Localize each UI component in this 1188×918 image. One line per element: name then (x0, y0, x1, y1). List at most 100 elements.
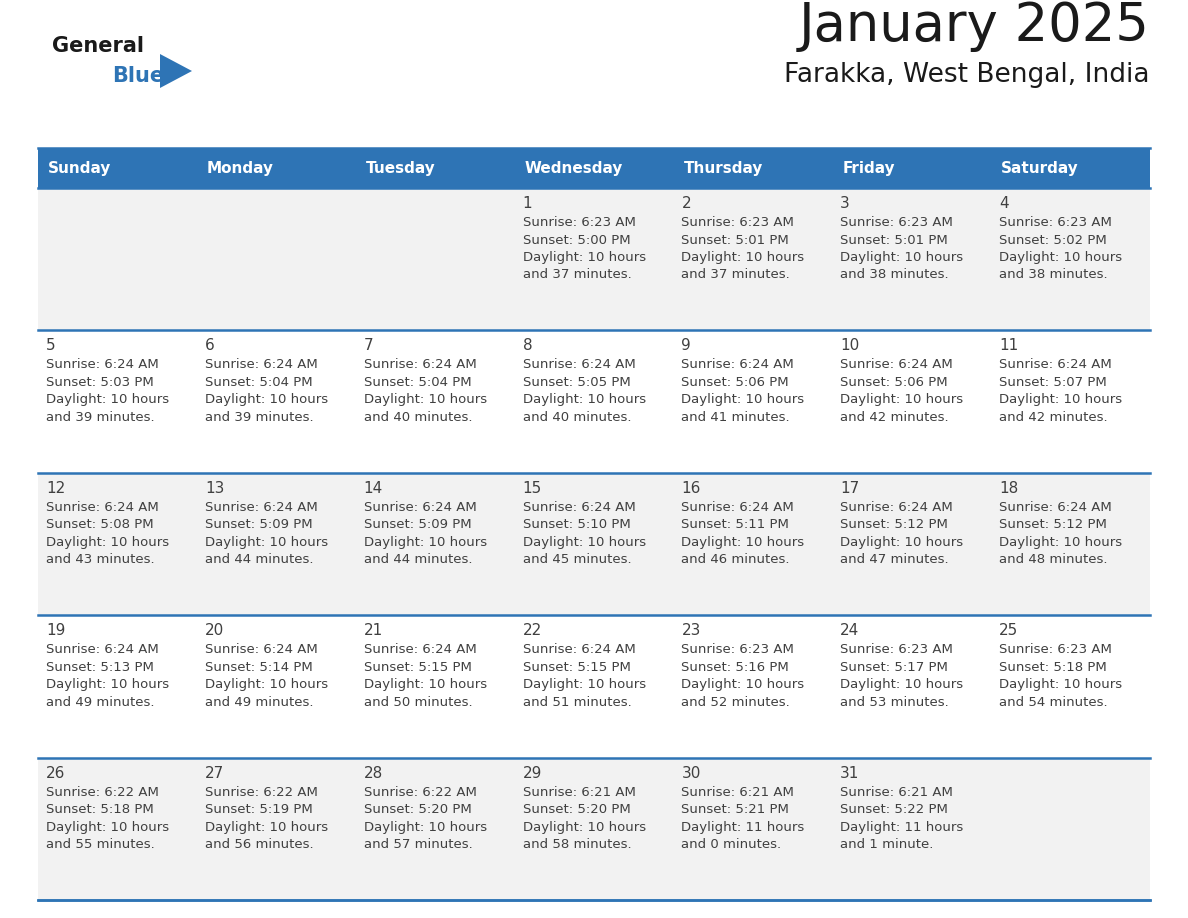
Text: Daylight: 11 hours: Daylight: 11 hours (840, 821, 963, 834)
Text: Daylight: 10 hours: Daylight: 10 hours (364, 394, 487, 407)
Text: Sunrise: 6:24 AM: Sunrise: 6:24 AM (682, 501, 795, 514)
Text: Daylight: 10 hours: Daylight: 10 hours (364, 536, 487, 549)
Text: Sunset: 5:04 PM: Sunset: 5:04 PM (364, 375, 472, 389)
Text: Sunrise: 6:24 AM: Sunrise: 6:24 AM (682, 358, 795, 372)
Text: Daylight: 10 hours: Daylight: 10 hours (840, 251, 963, 264)
Text: 30: 30 (682, 766, 701, 780)
Text: 23: 23 (682, 623, 701, 638)
Text: and 1 minute.: and 1 minute. (840, 838, 934, 851)
Text: Daylight: 10 hours: Daylight: 10 hours (46, 394, 169, 407)
Text: 18: 18 (999, 481, 1018, 496)
Text: 17: 17 (840, 481, 860, 496)
Text: 1: 1 (523, 196, 532, 211)
Text: 2: 2 (682, 196, 691, 211)
Text: Wednesday: Wednesday (525, 161, 623, 175)
Text: Sunrise: 6:24 AM: Sunrise: 6:24 AM (840, 501, 953, 514)
Bar (38, 473, 1150, 615)
Text: Daylight: 10 hours: Daylight: 10 hours (523, 251, 646, 264)
Text: and 46 minutes.: and 46 minutes. (682, 554, 790, 566)
Bar (38, 188, 1150, 330)
Text: Saturday: Saturday (1001, 161, 1079, 175)
Text: 14: 14 (364, 481, 383, 496)
Text: Daylight: 10 hours: Daylight: 10 hours (840, 678, 963, 691)
Text: Sunset: 5:05 PM: Sunset: 5:05 PM (523, 375, 631, 389)
Text: Daylight: 10 hours: Daylight: 10 hours (204, 821, 328, 834)
Text: Sunset: 5:14 PM: Sunset: 5:14 PM (204, 661, 312, 674)
Text: Sunset: 5:01 PM: Sunset: 5:01 PM (840, 233, 948, 247)
Text: Daylight: 10 hours: Daylight: 10 hours (523, 536, 646, 549)
Text: January 2025: January 2025 (800, 0, 1150, 52)
Text: Daylight: 10 hours: Daylight: 10 hours (999, 536, 1123, 549)
Text: and 44 minutes.: and 44 minutes. (204, 554, 314, 566)
Text: Daylight: 10 hours: Daylight: 10 hours (840, 536, 963, 549)
Text: 5: 5 (46, 339, 56, 353)
Text: Tuesday: Tuesday (366, 161, 436, 175)
Text: Sunrise: 6:23 AM: Sunrise: 6:23 AM (682, 216, 795, 229)
Text: Sunset: 5:06 PM: Sunset: 5:06 PM (840, 375, 948, 389)
Text: Sunrise: 6:23 AM: Sunrise: 6:23 AM (999, 644, 1112, 656)
Text: Sunset: 5:00 PM: Sunset: 5:00 PM (523, 233, 630, 247)
Text: and 56 minutes.: and 56 minutes. (204, 838, 314, 851)
Text: Sunset: 5:20 PM: Sunset: 5:20 PM (364, 803, 472, 816)
Text: Sunrise: 6:24 AM: Sunrise: 6:24 AM (523, 358, 636, 372)
Text: Daylight: 11 hours: Daylight: 11 hours (682, 821, 804, 834)
Text: Daylight: 10 hours: Daylight: 10 hours (364, 678, 487, 691)
Text: 9: 9 (682, 339, 691, 353)
Text: 7: 7 (364, 339, 373, 353)
Text: Daylight: 10 hours: Daylight: 10 hours (523, 394, 646, 407)
Text: and 0 minutes.: and 0 minutes. (682, 838, 782, 851)
Text: Sunrise: 6:24 AM: Sunrise: 6:24 AM (364, 358, 476, 372)
Text: Sunset: 5:20 PM: Sunset: 5:20 PM (523, 803, 631, 816)
Text: General: General (52, 36, 144, 56)
Text: Sunset: 5:03 PM: Sunset: 5:03 PM (46, 375, 153, 389)
Text: and 40 minutes.: and 40 minutes. (523, 411, 631, 424)
Text: Sunset: 5:06 PM: Sunset: 5:06 PM (682, 375, 789, 389)
Text: and 42 minutes.: and 42 minutes. (999, 411, 1107, 424)
Text: Sunrise: 6:24 AM: Sunrise: 6:24 AM (364, 501, 476, 514)
Text: Sunrise: 6:24 AM: Sunrise: 6:24 AM (204, 501, 317, 514)
Text: and 43 minutes.: and 43 minutes. (46, 554, 154, 566)
Text: Sunset: 5:12 PM: Sunset: 5:12 PM (999, 519, 1107, 532)
Text: Daylight: 10 hours: Daylight: 10 hours (999, 251, 1123, 264)
Text: Daylight: 10 hours: Daylight: 10 hours (204, 536, 328, 549)
Text: Daylight: 10 hours: Daylight: 10 hours (204, 678, 328, 691)
Text: Sunrise: 6:23 AM: Sunrise: 6:23 AM (682, 644, 795, 656)
Text: Sunrise: 6:22 AM: Sunrise: 6:22 AM (204, 786, 317, 799)
Text: Sunset: 5:18 PM: Sunset: 5:18 PM (999, 661, 1107, 674)
Text: Daylight: 10 hours: Daylight: 10 hours (682, 394, 804, 407)
Text: and 49 minutes.: and 49 minutes. (46, 696, 154, 709)
Text: Sunrise: 6:24 AM: Sunrise: 6:24 AM (46, 644, 159, 656)
Text: and 54 minutes.: and 54 minutes. (999, 696, 1107, 709)
Text: Sunset: 5:21 PM: Sunset: 5:21 PM (682, 803, 789, 816)
Text: and 52 minutes.: and 52 minutes. (682, 696, 790, 709)
Text: Farakka, West Bengal, India: Farakka, West Bengal, India (784, 62, 1150, 88)
Text: 10: 10 (840, 339, 860, 353)
Text: Daylight: 10 hours: Daylight: 10 hours (999, 394, 1123, 407)
Text: 11: 11 (999, 339, 1018, 353)
Text: 24: 24 (840, 623, 860, 638)
Text: Sunset: 5:17 PM: Sunset: 5:17 PM (840, 661, 948, 674)
Text: 22: 22 (523, 623, 542, 638)
Text: and 37 minutes.: and 37 minutes. (523, 268, 631, 282)
Text: and 50 minutes.: and 50 minutes. (364, 696, 473, 709)
Text: and 48 minutes.: and 48 minutes. (999, 554, 1107, 566)
Text: Sunrise: 6:24 AM: Sunrise: 6:24 AM (46, 358, 159, 372)
Text: Sunset: 5:09 PM: Sunset: 5:09 PM (204, 519, 312, 532)
Text: 27: 27 (204, 766, 225, 780)
Text: 4: 4 (999, 196, 1009, 211)
Text: Sunset: 5:12 PM: Sunset: 5:12 PM (840, 519, 948, 532)
Text: Daylight: 10 hours: Daylight: 10 hours (46, 678, 169, 691)
Text: Sunrise: 6:21 AM: Sunrise: 6:21 AM (523, 786, 636, 799)
Text: Daylight: 10 hours: Daylight: 10 hours (999, 678, 1123, 691)
Text: 20: 20 (204, 623, 225, 638)
Text: Sunset: 5:07 PM: Sunset: 5:07 PM (999, 375, 1107, 389)
Text: Sunrise: 6:23 AM: Sunrise: 6:23 AM (840, 644, 953, 656)
Text: Sunrise: 6:22 AM: Sunrise: 6:22 AM (46, 786, 159, 799)
Text: and 40 minutes.: and 40 minutes. (364, 411, 472, 424)
Text: Sunrise: 6:24 AM: Sunrise: 6:24 AM (204, 358, 317, 372)
Text: 12: 12 (46, 481, 65, 496)
Text: Sunset: 5:16 PM: Sunset: 5:16 PM (682, 661, 789, 674)
Text: Sunrise: 6:24 AM: Sunrise: 6:24 AM (840, 358, 953, 372)
Text: and 49 minutes.: and 49 minutes. (204, 696, 314, 709)
Text: Blue: Blue (112, 66, 164, 86)
